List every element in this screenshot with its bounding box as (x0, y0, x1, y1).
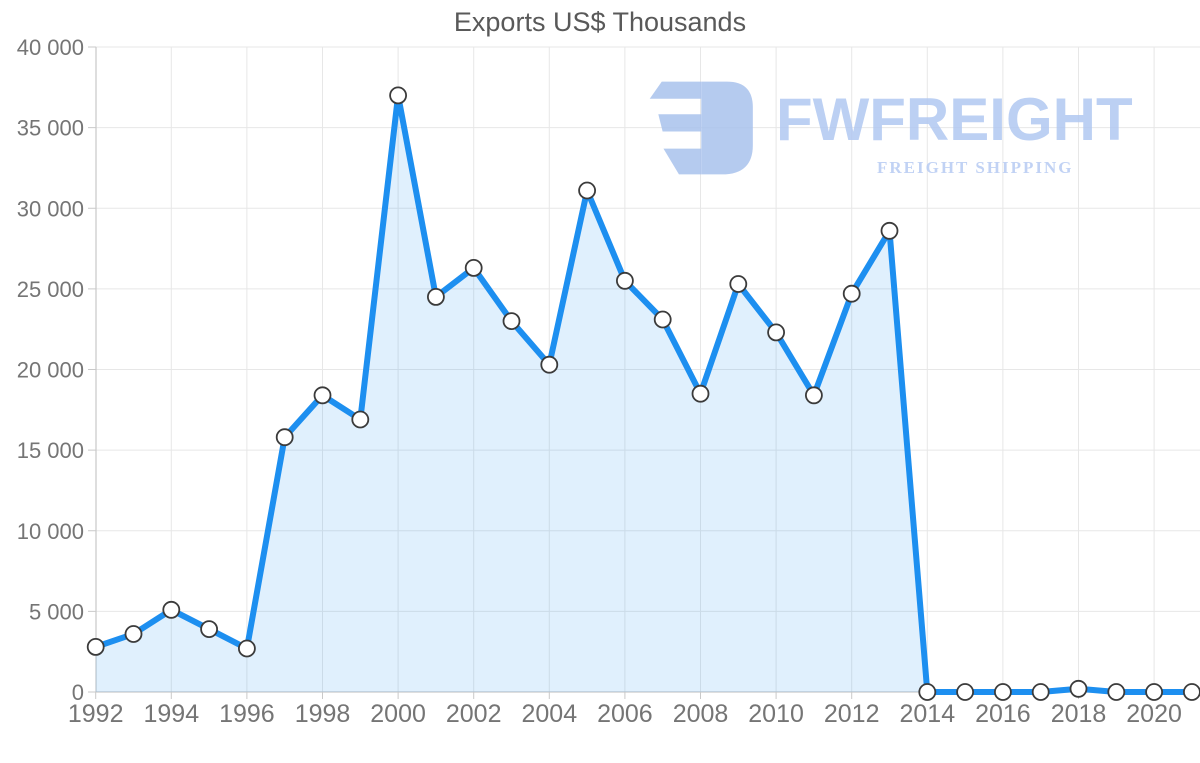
y-axis-label: 0 (72, 680, 84, 705)
data-point-2013[interactable] (880, 221, 899, 240)
data-point-1992[interactable] (86, 638, 105, 656)
data-point-2007[interactable] (653, 310, 672, 329)
y-axis-label: 10 000 (17, 519, 84, 544)
x-axis-label: 2016 (975, 700, 1031, 728)
data-point-1996[interactable] (237, 639, 256, 658)
x-axis-label: 2020 (1126, 700, 1182, 728)
data-point-1999[interactable] (351, 410, 370, 429)
data-point-2015[interactable] (956, 683, 974, 701)
data-point-2016[interactable] (994, 683, 1012, 701)
data-point-2010[interactable] (767, 323, 785, 342)
chart-title: Exports US$ Thousands (454, 7, 746, 37)
y-axis-label: 40 000 (17, 35, 84, 60)
data-point-2021[interactable] (1183, 683, 1200, 701)
data-point-2006[interactable] (616, 271, 634, 290)
x-axis-label: 1992 (68, 700, 124, 728)
x-axis-label: 1994 (143, 700, 199, 728)
y-axis-label: 25 000 (17, 277, 84, 302)
x-axis-label: 2014 (899, 700, 955, 728)
data-point-2005[interactable] (578, 181, 596, 200)
x-axis-label: 2000 (370, 700, 426, 728)
x-axis-label: 2002 (446, 700, 502, 728)
x-axis-label: 2004 (521, 700, 577, 728)
x-axis-label: 2008 (673, 700, 729, 728)
data-point-2014[interactable] (918, 683, 937, 701)
data-point-2011[interactable] (805, 386, 823, 405)
x-axis-label: 1998 (295, 700, 351, 728)
data-point-2009[interactable] (729, 275, 748, 293)
x-axis-label: 2010 (748, 700, 804, 728)
y-axis-label: 15 000 (17, 438, 84, 463)
data-point-1997[interactable] (275, 428, 294, 447)
data-point-2008[interactable] (691, 384, 710, 403)
data-point-1998[interactable] (313, 386, 332, 405)
y-axis-label: 5 000 (29, 599, 84, 624)
data-point-2012[interactable] (842, 284, 861, 303)
data-point-2000[interactable] (389, 86, 408, 105)
data-point-2017[interactable] (1031, 683, 1050, 701)
data-point-2018[interactable] (1069, 679, 1088, 698)
data-point-2003[interactable] (502, 312, 521, 331)
x-axis-label: 2012 (824, 700, 880, 728)
x-axis-label: 1996 (219, 700, 275, 728)
data-point-2020[interactable] (1145, 683, 1163, 701)
x-axis-label: 2006 (597, 700, 653, 728)
data-point-2002[interactable] (464, 258, 483, 277)
data-point-1993[interactable] (124, 625, 143, 643)
series-area (95, 95, 1192, 692)
data-point-1994[interactable] (162, 600, 181, 619)
data-point-1995[interactable] (200, 620, 219, 638)
data-point-2004[interactable] (540, 355, 559, 374)
data-point-2019[interactable] (1107, 683, 1126, 701)
data-point-2001[interactable] (426, 287, 445, 306)
y-axis-label: 35 000 (17, 116, 84, 141)
y-axis-label: 20 000 (17, 358, 84, 383)
x-axis-label: 2018 (1051, 700, 1107, 728)
y-axis-label: 30 000 (17, 196, 84, 221)
